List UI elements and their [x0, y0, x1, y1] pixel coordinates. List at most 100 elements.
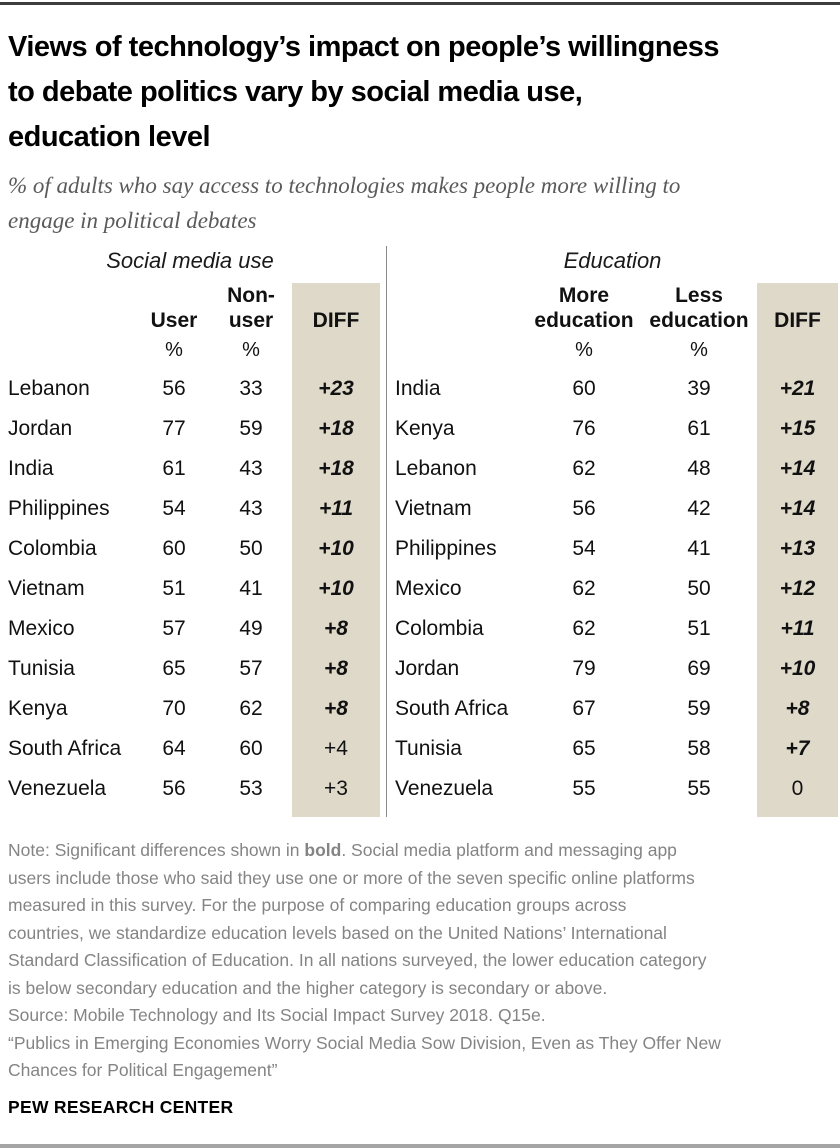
column-header-diff: DIFF [774, 309, 821, 332]
value-cell: 60 [162, 537, 186, 560]
country-label: Lebanon [8, 377, 90, 400]
group-label-education: Education [563, 248, 662, 273]
diff-cell: +10 [318, 577, 354, 600]
value-cell: 58 [687, 737, 711, 760]
title-line: education level [8, 121, 211, 153]
country-label: Tunisia [395, 737, 462, 760]
group-label-social-media: Social media use [106, 248, 274, 273]
diff-cell: +8 [785, 697, 810, 720]
title-line: Views of technology’s impact on people’s… [8, 31, 719, 63]
value-cell: 69 [687, 657, 711, 680]
diff-cell: +10 [318, 537, 354, 560]
value-cell: 53 [239, 777, 263, 800]
country-label: Philippines [395, 537, 497, 560]
percent-row-empty [757, 335, 838, 369]
note-line: is below secondary education and the hig… [8, 977, 608, 998]
country-label: Philippines [8, 497, 110, 520]
diff-cell: 0 [791, 777, 804, 800]
footnotes: Note: Significant differences shown in b… [0, 837, 840, 1085]
country-label: India [8, 457, 54, 480]
diff-cell: +15 [779, 417, 816, 440]
value-cell: 57 [239, 657, 263, 680]
subtitle-line: engage in political debates [8, 208, 257, 233]
value-cell: 60 [239, 737, 263, 760]
value-cell: 33 [239, 377, 263, 400]
value-cell: 57 [162, 617, 186, 640]
country-label: Jordan [395, 657, 460, 680]
value-cell: 41 [239, 577, 263, 600]
pew-research-center-logo-text: PEW RESEARCH CENTER [8, 1096, 234, 1117]
country-label: Venezuela [395, 777, 494, 800]
value-cell: 51 [162, 577, 186, 600]
diff-cell: +4 [324, 737, 348, 760]
title-line: to debate politics vary by social media … [8, 76, 583, 108]
country-label: South Africa [395, 697, 509, 720]
diff-cell: +7 [785, 737, 810, 760]
value-cell: 56 [162, 377, 186, 400]
diff-cell: +3 [324, 777, 348, 800]
report-title-line: Chances for Political Engagement” [8, 1060, 278, 1080]
country-label: Kenya [395, 417, 455, 440]
country-label: Jordan [8, 417, 73, 440]
value-cell: 43 [239, 497, 263, 520]
percent-row-empty [0, 335, 138, 369]
value-cell: 76 [572, 417, 596, 440]
value-cell: 54 [162, 497, 186, 520]
country-label: Mexico [395, 577, 462, 600]
note-line: measured in this survey. For the purpose… [8, 895, 627, 915]
value-cell: 61 [162, 457, 186, 480]
value-cell: 56 [572, 497, 596, 520]
report-title-line: “Publics in Emerging Economies Worry Soc… [8, 1032, 721, 1053]
value-cell: 56 [162, 777, 186, 800]
value-cell: 48 [687, 457, 711, 480]
value-cell: 62 [572, 617, 596, 640]
value-cell: 60 [572, 377, 596, 400]
value-cell: 50 [239, 537, 263, 560]
value-cell: 49 [239, 617, 263, 640]
subtitle-line: % of adults who say access to technologi… [8, 173, 681, 198]
note-line: countries, we standardize education leve… [8, 922, 667, 943]
value-cell: 55 [687, 777, 711, 800]
value-cell: 41 [687, 537, 711, 560]
column-header-empty [0, 283, 138, 335]
value-cell: 55 [572, 777, 596, 800]
note-line: Standard Classification of Education. In… [8, 950, 707, 970]
diff-cell: +8 [324, 617, 348, 640]
diff-cell: +14 [779, 497, 816, 520]
country-label: Vietnam [395, 497, 472, 520]
percent-row-empty [292, 335, 380, 369]
percent-sign: % [690, 339, 708, 361]
comparison-tables: Social media use User Non-user DIFF % % … [0, 246, 840, 817]
value-cell: 79 [572, 657, 596, 680]
diff-cell: +18 [318, 417, 354, 440]
diff-cell: +10 [779, 657, 816, 680]
country-label: South Africa [8, 737, 122, 760]
value-cell: 59 [687, 697, 711, 720]
value-cell: 43 [239, 457, 263, 480]
country-label: Colombia [8, 537, 97, 560]
source-line: Source: Mobile Technology and Its Social… [8, 1005, 546, 1025]
percent-sign: % [242, 339, 260, 361]
value-cell: 70 [162, 697, 186, 720]
column-header-more-education: More education [534, 284, 634, 332]
diff-cell: +8 [324, 657, 348, 680]
education-grid: More education Less education DIFF % % I… [387, 283, 838, 817]
column-header-user: User [150, 309, 198, 332]
value-cell: 59 [239, 417, 263, 440]
page-title: Views of technology’s impact on people’s… [0, 25, 840, 160]
subtitle: % of adults who say access to technologi… [0, 168, 840, 238]
diff-cell: +11 [780, 617, 815, 640]
diff-cell: +12 [779, 577, 816, 600]
diff-cell: +11 [318, 497, 354, 520]
table-divider [386, 246, 387, 817]
percent-sign: % [575, 339, 593, 361]
country-label: India [395, 377, 441, 400]
country-label: Venezuela [8, 777, 107, 800]
diff-cell: +18 [318, 457, 354, 480]
diff-cell: +8 [324, 697, 348, 720]
country-label: Vietnam [8, 577, 85, 600]
value-cell: 67 [572, 697, 596, 720]
value-cell: 50 [687, 577, 711, 600]
column-header-empty [387, 283, 527, 335]
percent-sign: % [165, 339, 183, 361]
